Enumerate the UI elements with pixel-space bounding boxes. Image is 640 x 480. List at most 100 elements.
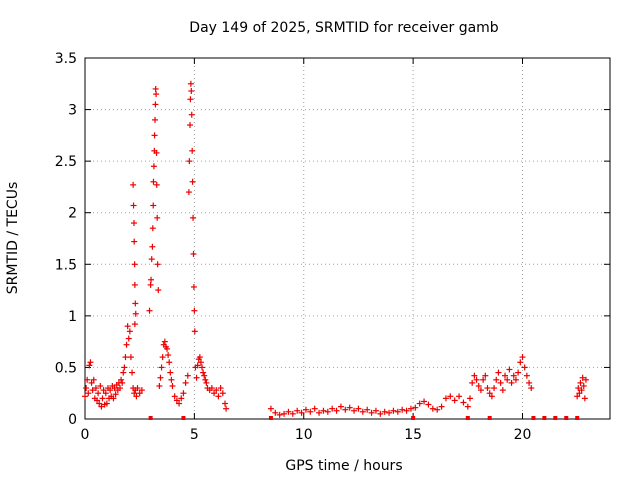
data-point [153, 149, 160, 156]
data-point [190, 250, 197, 257]
data-point [96, 400, 103, 407]
data-point [156, 382, 163, 389]
data-point [285, 408, 292, 415]
data-point [281, 410, 288, 417]
no-data-marker [465, 416, 470, 420]
data-point [152, 116, 158, 123]
points-layer [82, 80, 589, 420]
ticks-layer: 0 5 10 15 20 0 0.5 1 1.5 2 2.5 3 3.5 [55, 51, 610, 443]
data-point [164, 345, 171, 352]
data-point [84, 376, 91, 383]
data-point [320, 407, 327, 414]
data-point [211, 390, 218, 397]
data-point [88, 379, 95, 386]
data-point [159, 354, 166, 361]
data-point [199, 364, 206, 371]
data-point [337, 403, 344, 410]
data-point [98, 403, 105, 410]
data-point [187, 80, 194, 87]
data-point [191, 328, 198, 335]
data-point [194, 362, 201, 369]
data-point [364, 406, 371, 413]
y-tick-label: 0.5 [55, 360, 77, 376]
data-point [486, 390, 493, 397]
data-point [582, 376, 589, 383]
no-data-marker [181, 416, 186, 420]
data-point [491, 385, 498, 392]
data-point [152, 85, 159, 92]
data-point [407, 405, 414, 412]
data-point [519, 354, 526, 361]
data-point [85, 390, 92, 397]
data-point [351, 407, 358, 414]
data-point [523, 372, 530, 379]
data-point [578, 387, 585, 394]
data-point [155, 287, 162, 294]
data-point [272, 409, 279, 416]
data-point [484, 385, 491, 392]
data-point [202, 376, 209, 383]
data-point [94, 397, 101, 404]
data-point [196, 354, 203, 361]
data-point [188, 88, 195, 95]
data-point [482, 372, 489, 379]
data-point [355, 405, 362, 412]
data-point [130, 202, 137, 209]
data-point [399, 406, 406, 413]
data-point [215, 393, 222, 400]
data-point [121, 364, 128, 371]
data-point [131, 220, 137, 227]
data-point [190, 283, 197, 290]
data-point [186, 158, 193, 165]
data-point [151, 132, 158, 139]
data-point [512, 376, 519, 383]
data-point [166, 359, 173, 366]
data-point [222, 400, 228, 407]
data-point [276, 411, 283, 418]
data-point [499, 387, 506, 394]
data-point [368, 409, 375, 416]
data-point [193, 374, 200, 381]
data-point [87, 359, 94, 366]
data-point [132, 310, 139, 317]
data-point [394, 408, 401, 415]
data-point [473, 376, 480, 383]
grid-layer [85, 58, 610, 419]
y-tick-label: 3.5 [55, 51, 77, 67]
data-point [477, 387, 484, 394]
data-point [346, 404, 353, 411]
data-point [517, 359, 524, 366]
data-point [148, 256, 155, 263]
data-point [187, 122, 193, 129]
data-point [125, 335, 132, 342]
data-point [153, 91, 160, 98]
data-point [189, 178, 196, 185]
data-point [149, 243, 156, 250]
data-point [167, 369, 174, 376]
data-point [92, 385, 99, 392]
data-point [390, 407, 397, 414]
data-point [134, 385, 141, 392]
data-point [219, 390, 226, 397]
data-point [203, 379, 210, 386]
data-point [324, 408, 331, 415]
data-point [267, 405, 274, 412]
data-point [127, 354, 134, 361]
data-point [223, 405, 230, 412]
data-point [528, 385, 535, 392]
data-point [469, 379, 476, 386]
data-point [506, 366, 513, 373]
data-point [504, 376, 511, 383]
data-point [136, 390, 143, 397]
data-point [495, 369, 502, 376]
data-point [508, 379, 515, 386]
y-tick-label: 1.5 [55, 257, 77, 273]
data-point [377, 410, 384, 417]
data-point [187, 96, 194, 103]
data-point [372, 407, 379, 414]
no-data-marker [575, 416, 580, 420]
data-point [171, 393, 178, 400]
data-point [581, 395, 588, 402]
data-point [201, 372, 208, 379]
